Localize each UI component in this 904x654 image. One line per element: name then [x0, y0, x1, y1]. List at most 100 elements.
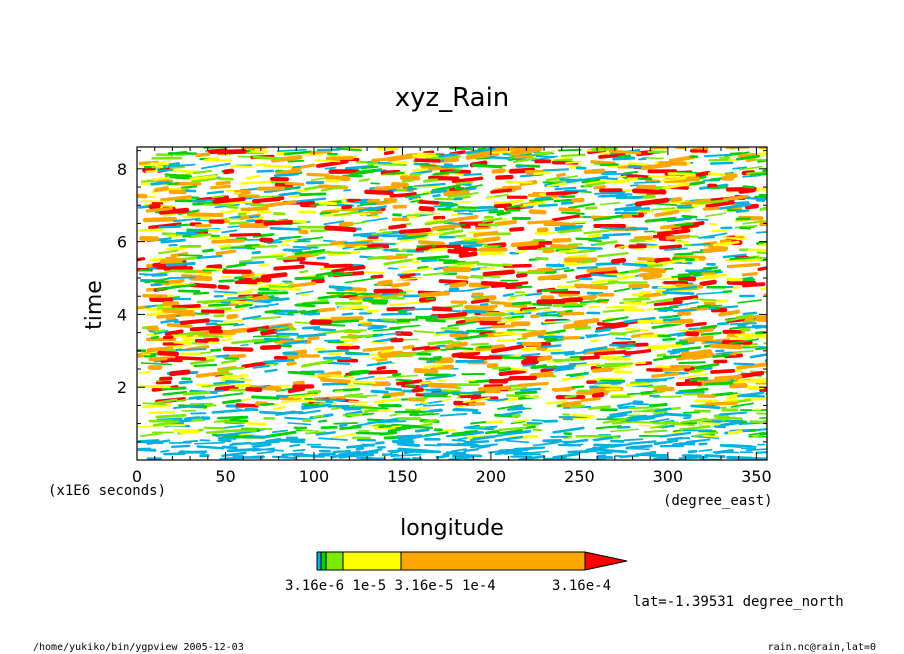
rain-streak [252, 335, 279, 338]
rain-streak [379, 228, 388, 231]
rain-streak [432, 194, 441, 198]
rain-streak [316, 256, 326, 260]
rain-streak [560, 297, 584, 303]
rain-streak [574, 326, 592, 331]
rain-streak [390, 453, 422, 457]
rain-streak [709, 161, 734, 165]
rain-streak [361, 322, 373, 327]
rain-streak [350, 394, 378, 398]
rain-streak [309, 319, 333, 325]
rain-streak [710, 369, 736, 374]
rain-streak [681, 214, 698, 219]
rain-streak [477, 385, 511, 391]
rain-streak [294, 303, 316, 308]
rain-streak [529, 371, 554, 379]
rain-streak [449, 281, 468, 289]
rain-streak [449, 147, 473, 151]
rain-streak [301, 359, 334, 368]
rain-streak [463, 316, 479, 320]
rain-streak [550, 244, 578, 249]
rain-streak [496, 210, 511, 216]
rain-streak [742, 220, 766, 225]
rain-streak [509, 226, 525, 232]
rain-streak [422, 404, 445, 407]
rain-streak [585, 334, 599, 337]
rain-streak [537, 335, 565, 339]
rain-streak [333, 210, 363, 217]
rain-streak [259, 195, 281, 198]
rain-streak [463, 173, 483, 177]
rain-streak [282, 339, 308, 346]
rain-streak [170, 269, 198, 273]
rain-streak [520, 353, 541, 357]
rain-streak [147, 410, 176, 415]
rain-streak [617, 154, 631, 159]
rain-streak [653, 300, 683, 307]
rain-streak [259, 344, 282, 350]
rain-streak [221, 359, 237, 365]
rain-streak [431, 244, 462, 250]
rain-streak [452, 346, 474, 351]
rain-streak [689, 376, 709, 382]
rain-streak [381, 395, 391, 399]
rain-streak [415, 315, 438, 320]
rain-streak [599, 201, 621, 206]
rain-streak [657, 258, 686, 265]
rain-streak [244, 407, 259, 412]
rain-streak [693, 409, 711, 413]
rain-streak [224, 290, 253, 296]
rain-streak [506, 439, 530, 444]
rain-streak [593, 350, 627, 356]
rain-streak [299, 270, 309, 274]
rain-streak [327, 272, 353, 277]
rain-streak [470, 420, 487, 425]
rain-streak [317, 401, 337, 405]
rain-streak [310, 250, 331, 256]
rain-streak [627, 406, 654, 410]
rain-streak [583, 168, 606, 175]
rain-streak [424, 363, 444, 369]
rain-streak [551, 214, 580, 222]
rain-streak [675, 340, 689, 345]
rain-streak [142, 167, 156, 173]
rain-streak [423, 345, 441, 351]
rain-streak [413, 330, 435, 334]
rain-streak [458, 251, 478, 258]
rain-streak [297, 333, 327, 338]
rain-streak [609, 428, 640, 433]
rain-streak [348, 169, 375, 176]
rain-streak [182, 390, 211, 396]
rain-streak [656, 228, 691, 237]
rain-streak [575, 273, 592, 280]
rain-streak [226, 218, 241, 221]
x-unit-label: (degree_east) [663, 493, 773, 509]
rain-streak [358, 178, 370, 182]
rain-streak [398, 227, 432, 235]
rain-streak [214, 385, 239, 392]
rain-streak [557, 148, 582, 152]
rain-streak [701, 376, 732, 386]
rain-streak [228, 221, 249, 225]
rain-streak [727, 262, 761, 269]
rain-streak [304, 431, 327, 435]
x-tick-label: 200 [476, 467, 507, 486]
rain-streak [220, 377, 253, 382]
rain-streak [572, 362, 600, 367]
rain-streak [520, 387, 542, 392]
rain-streak [692, 327, 715, 334]
rain-streak [718, 203, 752, 210]
rain-streak [214, 307, 232, 312]
rain-streak [652, 412, 663, 415]
rain-streak [610, 382, 622, 386]
rain-streak [640, 390, 657, 394]
rain-streak [629, 447, 650, 450]
rain-streak [418, 357, 441, 361]
rain-streak [304, 185, 322, 191]
rain-streak [358, 443, 375, 448]
rain-streak [630, 332, 654, 339]
rain-streak [273, 312, 295, 316]
rain-streak [607, 194, 628, 198]
rain-streak [338, 305, 370, 310]
rain-streak [508, 386, 527, 392]
rain-streak [252, 443, 272, 449]
